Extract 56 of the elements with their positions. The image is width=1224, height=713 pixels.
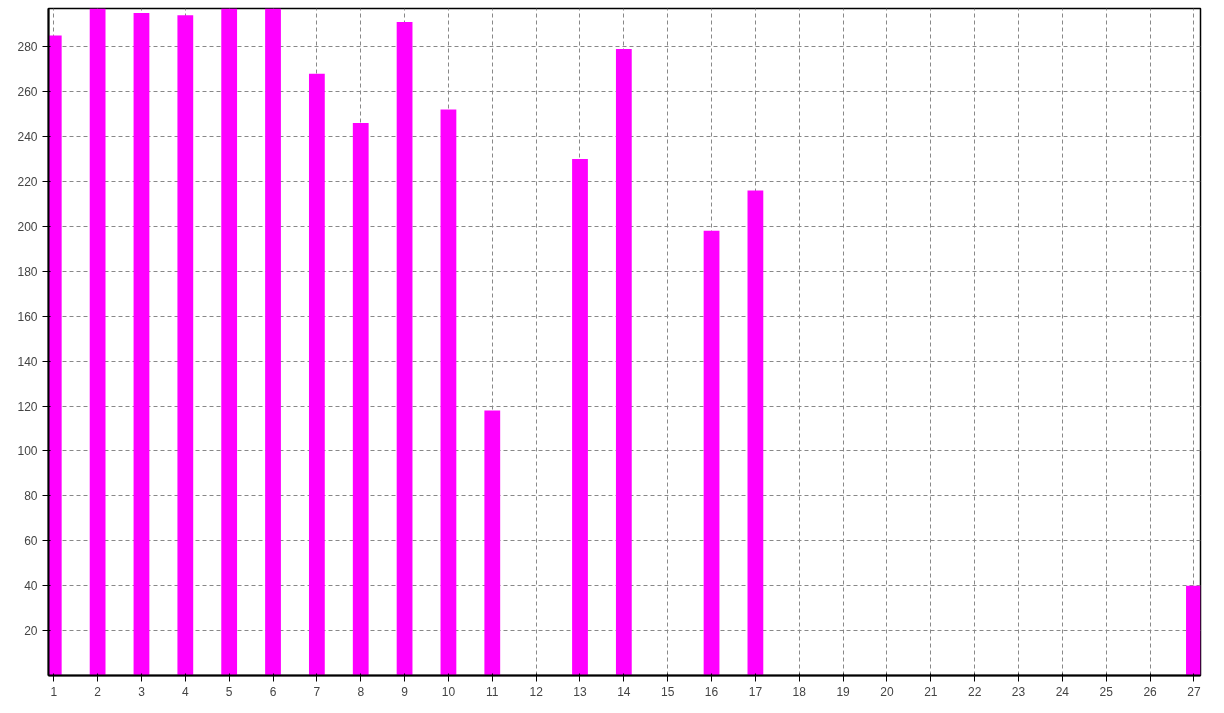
y-tick-label: 80 <box>24 489 38 504</box>
bar <box>615 48 632 676</box>
x-tick-label: 7 <box>313 684 321 699</box>
y-tick-label: 180 <box>17 264 38 279</box>
x-tick-label: 25 <box>1099 684 1114 699</box>
x-tick-label: 24 <box>1055 684 1070 699</box>
x-tick-label: 12 <box>529 684 544 699</box>
y-tick-label: 100 <box>17 444 38 459</box>
bar <box>133 12 150 676</box>
x-tick-label: 1 <box>50 684 58 699</box>
x-tick-label: 5 <box>225 684 233 699</box>
bar <box>572 158 588 676</box>
x-tick-label: 11 <box>486 684 499 699</box>
x-tick-label: 13 <box>573 684 587 699</box>
x-tick-label: 17 <box>748 684 763 699</box>
x-tick-label: 3 <box>138 684 146 699</box>
y-tick-label: 120 <box>17 399 38 414</box>
x-tick-label: 21 <box>924 684 938 699</box>
y-tick-label: 280 <box>17 40 38 55</box>
x-tick-label: 27 <box>1187 684 1201 699</box>
y-tick-label: 260 <box>17 85 38 100</box>
y-tick-label: 220 <box>17 174 38 189</box>
x-tick-label: 8 <box>357 684 365 699</box>
bar <box>308 73 325 676</box>
x-tick-label: 2 <box>94 684 102 699</box>
x-tick-label: 18 <box>792 684 807 699</box>
x-tick-label: 6 <box>269 684 277 699</box>
bar <box>265 8 281 676</box>
bar <box>1186 585 1201 676</box>
y-tick-label: 200 <box>17 219 38 234</box>
x-tick-label: 22 <box>967 684 982 699</box>
x-tick-label: 4 <box>181 684 189 699</box>
x-tick-label: 16 <box>704 684 719 699</box>
y-tick-label: 40 <box>24 579 38 594</box>
bar <box>177 15 194 676</box>
x-tick-label: 10 <box>441 684 456 699</box>
bar <box>747 190 764 676</box>
bar <box>440 109 457 676</box>
bar <box>396 21 413 676</box>
x-tick-label: 19 <box>836 684 851 699</box>
y-tick-label: 240 <box>17 130 38 145</box>
bar <box>352 123 369 676</box>
x-tick-label: 15 <box>661 684 675 699</box>
bar <box>221 8 238 676</box>
x-tick-label: 23 <box>1011 684 1026 699</box>
bar <box>703 230 720 676</box>
x-tick-label: 14 <box>617 684 631 699</box>
bar <box>484 410 501 676</box>
x-tick-label: 9 <box>401 684 409 699</box>
bar <box>89 8 106 676</box>
y-tick-label: 60 <box>24 534 38 549</box>
y-tick-label: 160 <box>17 309 38 324</box>
y-tick-label: 20 <box>24 624 38 639</box>
y-tick-label: 140 <box>17 354 38 369</box>
x-tick-label: 20 <box>880 684 894 699</box>
x-tick-label: 26 <box>1143 684 1158 699</box>
